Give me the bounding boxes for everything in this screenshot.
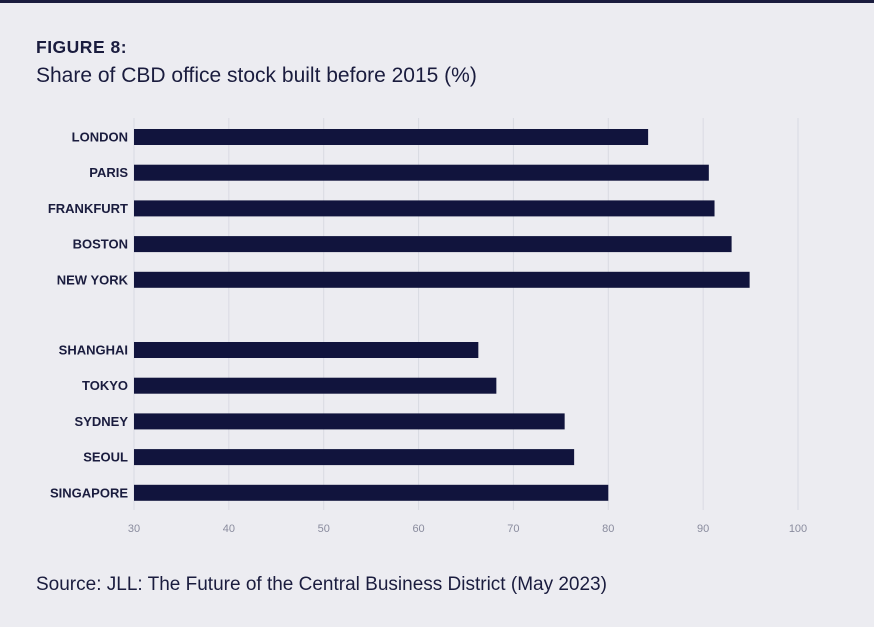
bar-seoul bbox=[134, 449, 575, 466]
bar-frankfurt bbox=[134, 200, 715, 217]
bar-new-york bbox=[134, 271, 750, 288]
x-tick-label: 90 bbox=[697, 523, 709, 535]
category-label: SINGAPORE bbox=[50, 485, 128, 500]
x-tick-label: 30 bbox=[128, 523, 140, 535]
x-tick-labels: 30 40 50 60 70 80 90 100 bbox=[128, 523, 807, 535]
x-tick-label: 70 bbox=[507, 523, 519, 535]
x-tick-label: 40 bbox=[223, 523, 235, 535]
category-label: LONDON bbox=[72, 130, 128, 145]
category-label: NEW YORK bbox=[57, 272, 129, 287]
bar-london bbox=[134, 129, 649, 145]
bar-shanghai bbox=[134, 342, 479, 358]
bars bbox=[134, 129, 750, 501]
x-tick-label: 60 bbox=[412, 523, 424, 535]
source-note: Source: JLL: The Future of the Central B… bbox=[36, 574, 607, 595]
bar-singapore bbox=[134, 484, 609, 501]
bar-paris bbox=[134, 164, 709, 181]
category-labels: LONDON PARIS FRANKFURT BOSTON NEW YORK SHANGH… bbox=[48, 130, 129, 501]
bar-boston bbox=[134, 236, 732, 253]
gridlines bbox=[133, 118, 799, 510]
figure-label: FIGURE 8: bbox=[36, 37, 128, 57]
bar-sydney bbox=[134, 413, 565, 430]
category-label: SHANGHAI bbox=[59, 343, 128, 358]
chart-title: Share of CBD office stock built before 2… bbox=[36, 64, 477, 87]
category-label: BOSTON bbox=[73, 237, 128, 252]
x-tick-label: 100 bbox=[789, 523, 807, 535]
category-label: FRANKFURT bbox=[48, 201, 128, 216]
x-tick-label: 80 bbox=[602, 523, 614, 535]
category-label: TOKYO bbox=[82, 378, 128, 393]
category-label: SEOUL bbox=[83, 450, 128, 465]
category-label: SYDNEY bbox=[75, 414, 129, 429]
bar-tokyo bbox=[134, 377, 497, 394]
x-tick-label: 50 bbox=[318, 523, 330, 535]
category-label: PARIS bbox=[89, 165, 128, 180]
